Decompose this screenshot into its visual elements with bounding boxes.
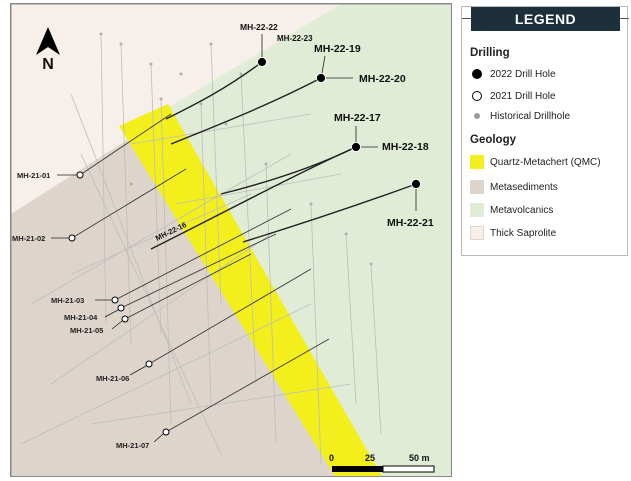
scale-segment-light <box>382 465 435 473</box>
legend-panel: LEGEND Drilling 2022 Drill Hole 2021 Dri… <box>461 6 629 256</box>
historical-drillhole-collars <box>99 32 373 266</box>
drillhole-2021-labels: MH-21-01 MH-21-02 MH-21-03 MH-21-04 MH-2… <box>12 171 149 450</box>
drilling-heading: Drilling <box>470 47 510 59</box>
north-arrow: N <box>33 26 63 76</box>
map-panel: MH-21-01 MH-21-02 MH-21-03 MH-21-04 MH-2… <box>10 3 452 477</box>
legend-item-metavolcanics: Metavolcanics <box>470 201 553 219</box>
label-mh-21-05: MH-21-05 <box>70 326 103 335</box>
legend-label: Metavolcanics <box>490 204 554 216</box>
label-mh-21-04: MH-21-04 <box>64 313 98 322</box>
saprolite-swatch <box>470 226 484 240</box>
qmc-swatch <box>470 155 484 169</box>
label-mh-22-22: MH-22-22 <box>240 22 278 32</box>
legend-label: 2022 Drill Hole <box>490 68 556 80</box>
label-mh-21-06: MH-21-06 <box>96 374 129 383</box>
legend-item-qmc: Quartz-Metachert (QMC) <box>470 153 601 171</box>
label-mh-22-17: MH-22-17 <box>334 112 381 124</box>
small-dot-icon <box>474 113 480 119</box>
legend-label: Metasediments <box>490 181 558 193</box>
open-circle-icon <box>472 91 482 101</box>
label-mh-21-01: MH-21-01 <box>17 171 50 180</box>
legend-label: Quartz-Metachert (QMC) <box>490 156 601 168</box>
legend-item-historical: Historical Drillhole <box>470 107 570 125</box>
scale-tick-25: 25 <box>365 453 375 463</box>
label-mh-22-20: MH-22-20 <box>359 73 406 85</box>
label-mh-22-23: MH-22-23 <box>277 34 313 43</box>
metavolcanics-area <box>141 4 451 476</box>
drillhole-2021-traces <box>71 113 330 433</box>
north-label: N <box>42 56 54 73</box>
label-mh-22-21: MH-22-21 <box>387 217 434 229</box>
label-mh-21-07: MH-21-07 <box>116 441 149 450</box>
qmc-band <box>119 104 382 476</box>
geology-heading: Geology <box>470 134 517 146</box>
north-arrow-icon <box>36 27 60 55</box>
scale-segment-dark <box>332 466 383 472</box>
metasediments-swatch <box>470 180 484 194</box>
drillhole-2022-traces <box>150 61 417 250</box>
metavolcanics-swatch <box>470 203 484 217</box>
label-mh-21-02: MH-21-02 <box>12 234 45 243</box>
scale-bar: 0 25 50 m <box>329 453 435 473</box>
legend-item-metasediments: Metasediments <box>470 178 558 196</box>
legend-item-2022-hole: 2022 Drill Hole <box>470 65 556 83</box>
label-mh-21-03: MH-21-03 <box>51 296 84 305</box>
label-mh-22-19: MH-22-19 <box>314 43 361 55</box>
label-leader-lines <box>51 34 417 443</box>
label-mh-22-18: MH-22-18 <box>382 141 429 153</box>
legend-label: Historical Drillhole <box>490 110 571 122</box>
scale-tick-50: 50 m <box>409 453 430 463</box>
filled-circle-icon <box>472 69 482 79</box>
legend-label: Thick Saprolite <box>490 227 557 239</box>
drillhole-2022-collars <box>257 57 421 189</box>
legend-title: LEGEND <box>462 7 629 31</box>
legend-label: 2021 Drill Hole <box>490 90 556 102</box>
legend-item-saprolite: Thick Saprolite <box>470 224 556 242</box>
scale-tick-0: 0 <box>329 453 334 463</box>
legend-item-2021-hole: 2021 Drill Hole <box>470 87 556 105</box>
map-canvas: MH-21-01 MH-21-02 MH-21-03 MH-21-04 MH-2… <box>11 4 451 476</box>
